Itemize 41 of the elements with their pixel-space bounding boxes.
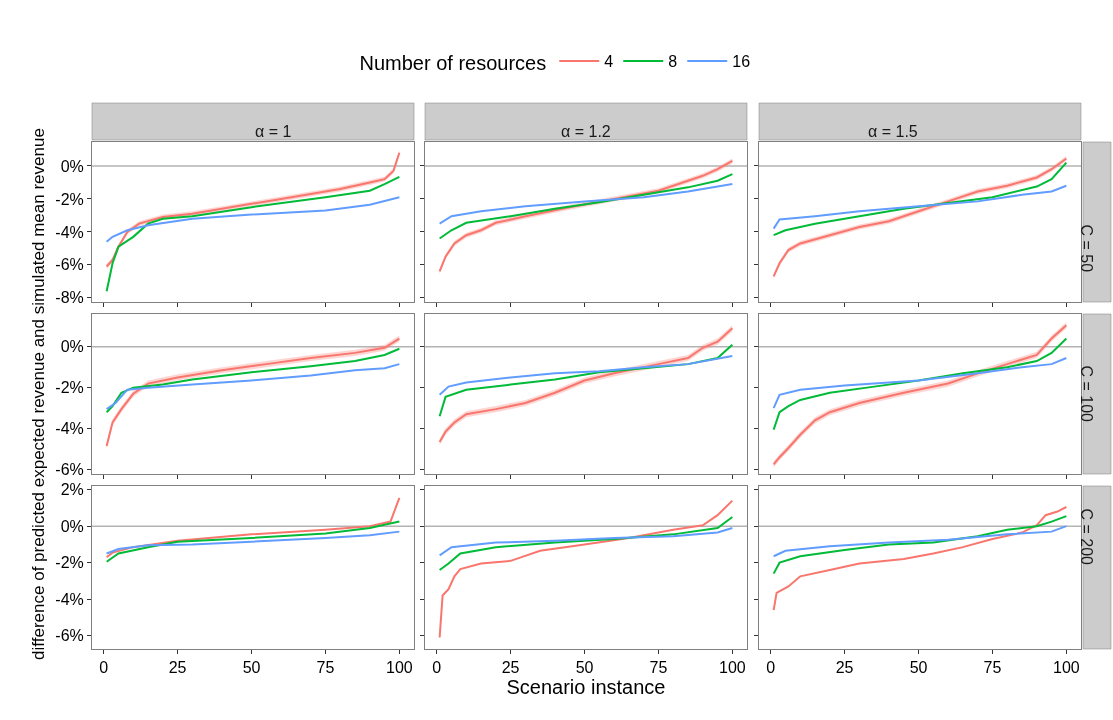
- y-axis-title: difference of predicted expected revenue and simulated mean revenue: [28, 128, 48, 660]
- y-tick-label: -6%: [55, 627, 84, 645]
- annotation: C = 50: [1077, 224, 1095, 273]
- y-tick-label: -2%: [55, 554, 84, 572]
- legend-label: 8: [668, 53, 678, 71]
- x-tick-label: 0: [432, 659, 442, 677]
- y-tick-label: -2%: [55, 379, 84, 397]
- y-tick-label: 0%: [60, 517, 84, 535]
- y-tick-label: -6%: [55, 256, 84, 274]
- x-tick-label: 25: [835, 659, 854, 677]
- y-tick-label: -4%: [55, 420, 84, 438]
- x-tick-label: 0: [99, 659, 109, 677]
- y-tick-label: -6%: [55, 461, 84, 479]
- x-tick-label: 0: [766, 659, 776, 677]
- y-tick-label: -4%: [55, 223, 84, 241]
- y-tick-label: 0%: [60, 157, 84, 175]
- x-tick-label: 25: [501, 659, 520, 677]
- y-tick-label: 2%: [60, 481, 84, 499]
- annotation: C = 100: [1077, 365, 1095, 423]
- legend-label: 16: [732, 53, 751, 71]
- x-tick-label: 100: [719, 659, 746, 677]
- x-axis-title: Scenario instance: [506, 676, 666, 699]
- x-tick-label: 50: [242, 659, 261, 677]
- x-tick-label: 75: [316, 659, 335, 677]
- x-tick-label: 100: [386, 659, 413, 677]
- chart-title: α = 1.5: [868, 123, 918, 140]
- y-tick-label: -4%: [55, 590, 84, 608]
- y-tick-label: 0%: [60, 338, 84, 356]
- legend-label: 4: [604, 53, 614, 71]
- y-tick-label: -2%: [55, 190, 84, 208]
- chart-title: α = 1: [255, 123, 292, 140]
- x-tick-label: 50: [575, 659, 594, 677]
- x-tick-label: 100: [1053, 659, 1080, 677]
- x-tick-label: 25: [168, 659, 187, 677]
- x-tick-label: 75: [983, 659, 1002, 677]
- x-tick-label: 75: [649, 659, 668, 677]
- x-tick-label: 50: [909, 659, 928, 677]
- legend-title: Number of resources: [359, 52, 547, 74]
- chart-title: α = 1.2: [561, 123, 611, 140]
- y-tick-label: -8%: [55, 289, 84, 307]
- annotation: C = 200: [1077, 508, 1095, 566]
